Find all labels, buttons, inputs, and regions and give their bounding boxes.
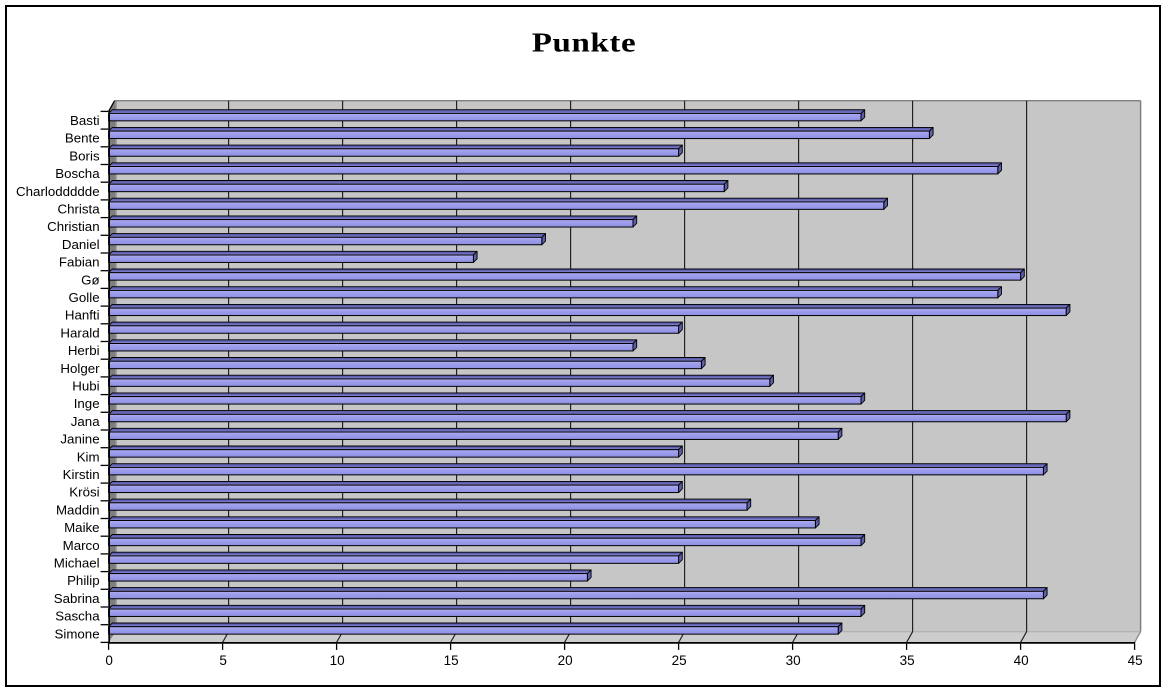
svg-text:Michael: Michael xyxy=(54,555,100,570)
svg-text:Bente: Bente xyxy=(65,131,100,146)
svg-text:Fabian: Fabian xyxy=(59,255,100,270)
svg-text:Charloddddde: Charloddddde xyxy=(16,184,100,199)
svg-text:Harald: Harald xyxy=(60,325,99,340)
svg-text:Basti: Basti xyxy=(70,113,100,128)
svg-text:Boscha: Boscha xyxy=(55,166,100,181)
svg-text:Inge: Inge xyxy=(74,396,100,411)
svg-text:Sabrina: Sabrina xyxy=(54,591,100,606)
svg-text:Hanfti: Hanfti xyxy=(65,308,100,323)
svg-text:Jana: Jana xyxy=(71,414,100,429)
svg-text:40: 40 xyxy=(1014,653,1029,668)
svg-text:5: 5 xyxy=(219,653,227,668)
svg-text:30: 30 xyxy=(786,653,801,668)
svg-text:Christian: Christian xyxy=(47,219,99,234)
svg-text:Kim: Kim xyxy=(77,449,100,464)
svg-text:0: 0 xyxy=(105,653,113,668)
svg-text:Philip: Philip xyxy=(67,573,100,588)
svg-text:Christa: Christa xyxy=(57,201,100,216)
svg-text:15: 15 xyxy=(444,653,459,668)
svg-text:Sascha: Sascha xyxy=(55,609,100,624)
svg-text:Krösi: Krösi xyxy=(69,485,99,500)
svg-text:Janine: Janine xyxy=(60,432,99,447)
svg-text:Holger: Holger xyxy=(60,361,100,376)
svg-text:Simone: Simone xyxy=(55,626,100,641)
svg-text:Golle: Golle xyxy=(69,290,100,305)
svg-text:20: 20 xyxy=(558,653,573,668)
svg-text:Maddin: Maddin xyxy=(56,502,100,517)
svg-text:Boris: Boris xyxy=(69,148,100,163)
svg-text:Daniel: Daniel xyxy=(62,237,100,252)
svg-text:Maike: Maike xyxy=(64,520,99,535)
svg-text:25: 25 xyxy=(672,653,687,668)
svg-text:Kirstin: Kirstin xyxy=(63,467,100,482)
svg-text:Punkte: Punkte xyxy=(532,27,636,58)
svg-text:35: 35 xyxy=(900,653,915,668)
svg-text:10: 10 xyxy=(330,653,345,668)
svg-text:Marco: Marco xyxy=(63,538,100,553)
svg-text:45: 45 xyxy=(1128,653,1143,668)
svg-text:Hubi: Hubi xyxy=(72,378,99,393)
svg-text:Gø: Gø xyxy=(81,272,99,287)
svg-text:Herbi: Herbi xyxy=(68,343,100,358)
